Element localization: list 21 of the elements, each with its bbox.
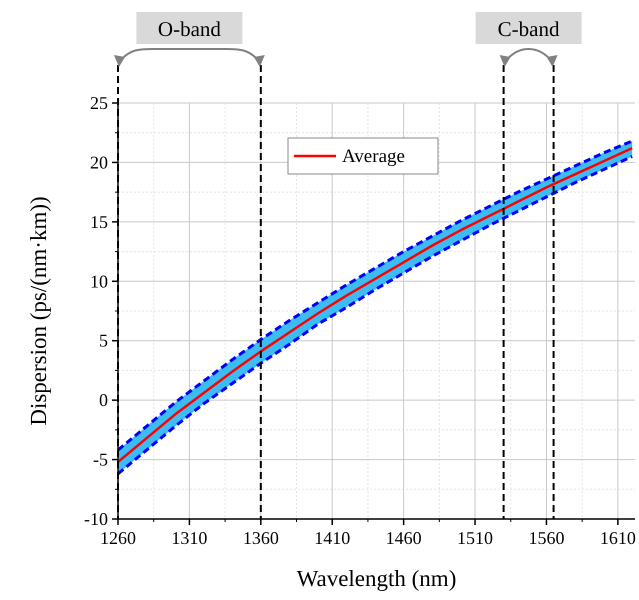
x-tick-label: 1610 (600, 528, 636, 548)
x-axis-title: Wavelength (nm) (296, 566, 456, 591)
legend-label: Average (342, 146, 405, 167)
y-tick-label: 0 (99, 390, 108, 410)
x-tick-label: 1260 (100, 528, 136, 548)
x-tick-label: 1510 (457, 528, 494, 548)
x-tick-label: 1360 (242, 528, 279, 548)
x-tick-label: 1460 (386, 528, 422, 548)
y-tick-label: 20 (90, 152, 108, 172)
x-tick-label: 1310 (171, 528, 208, 548)
y-axis-title: Dispersion (ps/(nm·km)) (26, 196, 51, 426)
y-tick-label: 15 (90, 212, 108, 232)
y-tick-label: 10 (90, 271, 108, 292)
x-tick-label: 1410 (314, 528, 350, 548)
text: C-band (498, 17, 560, 41)
y-tick-label: -10 (84, 509, 108, 529)
x-tick-label: 1560 (528, 528, 564, 548)
y-tick-label: 25 (90, 93, 108, 113)
y-tick-label: 5 (99, 330, 108, 351)
y-tick-label: -5 (93, 450, 108, 470)
text: O-band (158, 17, 222, 41)
